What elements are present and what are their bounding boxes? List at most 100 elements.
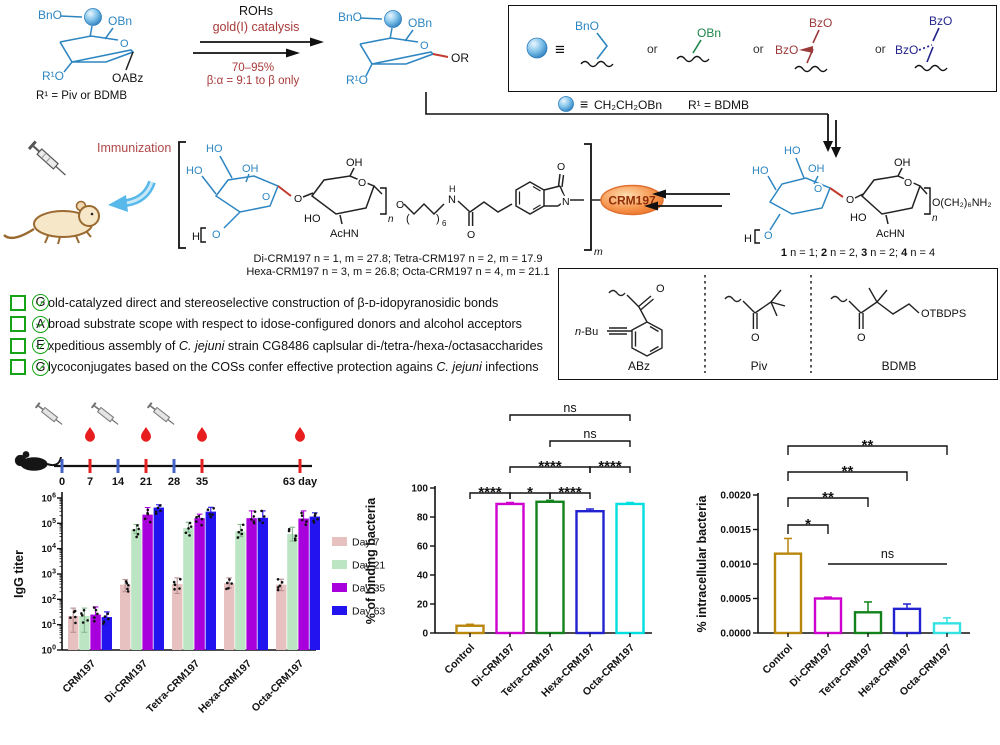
or-label: OR [451,51,469,65]
oh-label: OH [242,163,259,175]
x-category-label: CRM197 [60,658,98,696]
donor-structure: BnO OBn O OABz R¹O R¹ = Piv or BDMB [36,8,143,102]
lactam-o: O [557,161,565,173]
circled-check-icon: A [32,315,49,333]
series-day-35 [90,506,309,650]
option-obn-chain: OBn [676,26,721,63]
bar [153,507,164,650]
legend-swatch [332,537,347,546]
bar [773,552,803,635]
ring-oxygen: O [120,38,129,50]
donor-caption: R¹ = Piv or BDMB [36,90,127,102]
achn-label: AcHN [876,228,905,240]
bar [892,607,922,635]
y-tick-label: 80 [417,513,429,524]
y-tick-label: 60 [417,542,429,553]
bar [194,518,205,650]
bar [183,528,194,650]
significance-label: * [805,516,811,533]
series-day-7 [68,577,287,650]
bar [575,509,605,635]
y-tick-label: 105 [42,518,57,530]
blood-drop-icon [295,427,305,442]
circled-check-icon: E [32,337,49,355]
bzo-label: BzO [929,14,952,28]
o-label: O [764,230,773,242]
conjugate-caption-2: Hexa-CRM197 n = 3, m = 26.8; Octa-CRM197… [246,266,549,278]
carbonyl-o: O [857,332,866,344]
syringe-icon [90,402,119,425]
timeline-day-label: 14 [112,476,125,488]
syringe-icon [146,402,175,425]
reagent-label: ROHs [239,4,273,18]
carbonyl-o: O [751,332,760,344]
equiv-sign: ≡ [555,40,565,59]
significance-label: **** [558,484,582,501]
plot: 0 20 40 60 80 100 % of binding bacteria Control… [364,401,652,700]
glycosidic-o: O [846,194,854,206]
checkbox-icon [10,294,26,311]
legend-label: Day 35 [352,583,385,595]
sphere-icon [384,10,402,28]
bar [205,511,216,650]
legend-swatch [332,606,347,615]
y-tick-label: 103 [42,569,57,581]
squiggle-bond [580,60,614,68]
legend-swatch [332,560,347,569]
timeline-day-label: 21 [140,476,152,488]
sphere-definition: ≡ CH₂CH₂OBn R¹ = BDMB [558,96,749,112]
piv-structure [724,289,786,329]
igg-plot: 100 101 102 103 104 105 106 IgG titer CRM197 Di-C… [12,492,385,716]
sphere-icon [558,96,574,112]
highlight-text: lycoconjugates based on the COSs confer … [48,360,539,375]
bzo-label: BzO [775,43,798,57]
legend: Day 7 Day 21 Day 35 Day 63 [332,537,385,618]
legend-swatch [332,583,347,592]
x-category-label: Octa-CRM197 [249,658,306,715]
bno-label: BnO [338,10,362,24]
sphere-formula: CH₂CH₂OBn [594,98,662,112]
bar [287,533,298,650]
highlight-item: A broad substrate scope with respect to … [10,314,570,336]
bar [298,518,309,650]
bar [224,583,235,650]
blood-drop-icon [141,427,151,442]
bar [495,502,525,635]
timeline-day-label: 35 [196,476,208,488]
checkbox-icon [10,359,26,376]
y-tick-label: 40 [417,571,429,582]
bar [120,584,131,650]
nbu-label: n-Bu [575,326,598,338]
achn-label: AcHN [330,228,359,240]
y-tick-label: 0.0005 [720,594,751,605]
protecting-groups: O n-Bu ABz O Piv O OTBDPS BDMB [575,275,966,373]
h-cap: H [192,231,200,243]
bar [79,615,90,650]
syringe-icon [34,402,63,425]
series-day-21 [79,521,298,650]
circled-check-icon: G [32,358,49,376]
significance-label: ** [822,489,834,506]
y-tick-label: 106 [42,493,57,505]
paren-left: ( [406,213,410,225]
linker-o: O [396,199,404,211]
ring-oxygen: O [358,177,366,189]
y-axis-label: % of binding bacteria [364,497,378,624]
conjugate-structure: HO HO OH O H O O OH O HO AcHN n O [178,141,664,278]
squiggle-bond [676,55,710,63]
h-label: H [449,184,456,194]
r-group-box: ≡ BnO or OBn or BzO BzO or [508,5,997,92]
crm197-ellipse [600,184,664,216]
precursor-caption: 1 n = 1; 2 n = 2, 3 n = 2; 4 n = 4 [781,247,935,259]
bar [235,531,246,650]
significance-label: ns [881,547,894,561]
bar [101,617,112,650]
bar [257,517,268,650]
catalyst-label: gold(I) catalysis [213,20,300,34]
circled-check-icon: G [32,294,49,312]
y-tick-label: 100 [411,484,428,495]
y-tick-label: 0 [422,629,428,640]
x-category-label: Tetra-CRM197 [144,658,202,716]
